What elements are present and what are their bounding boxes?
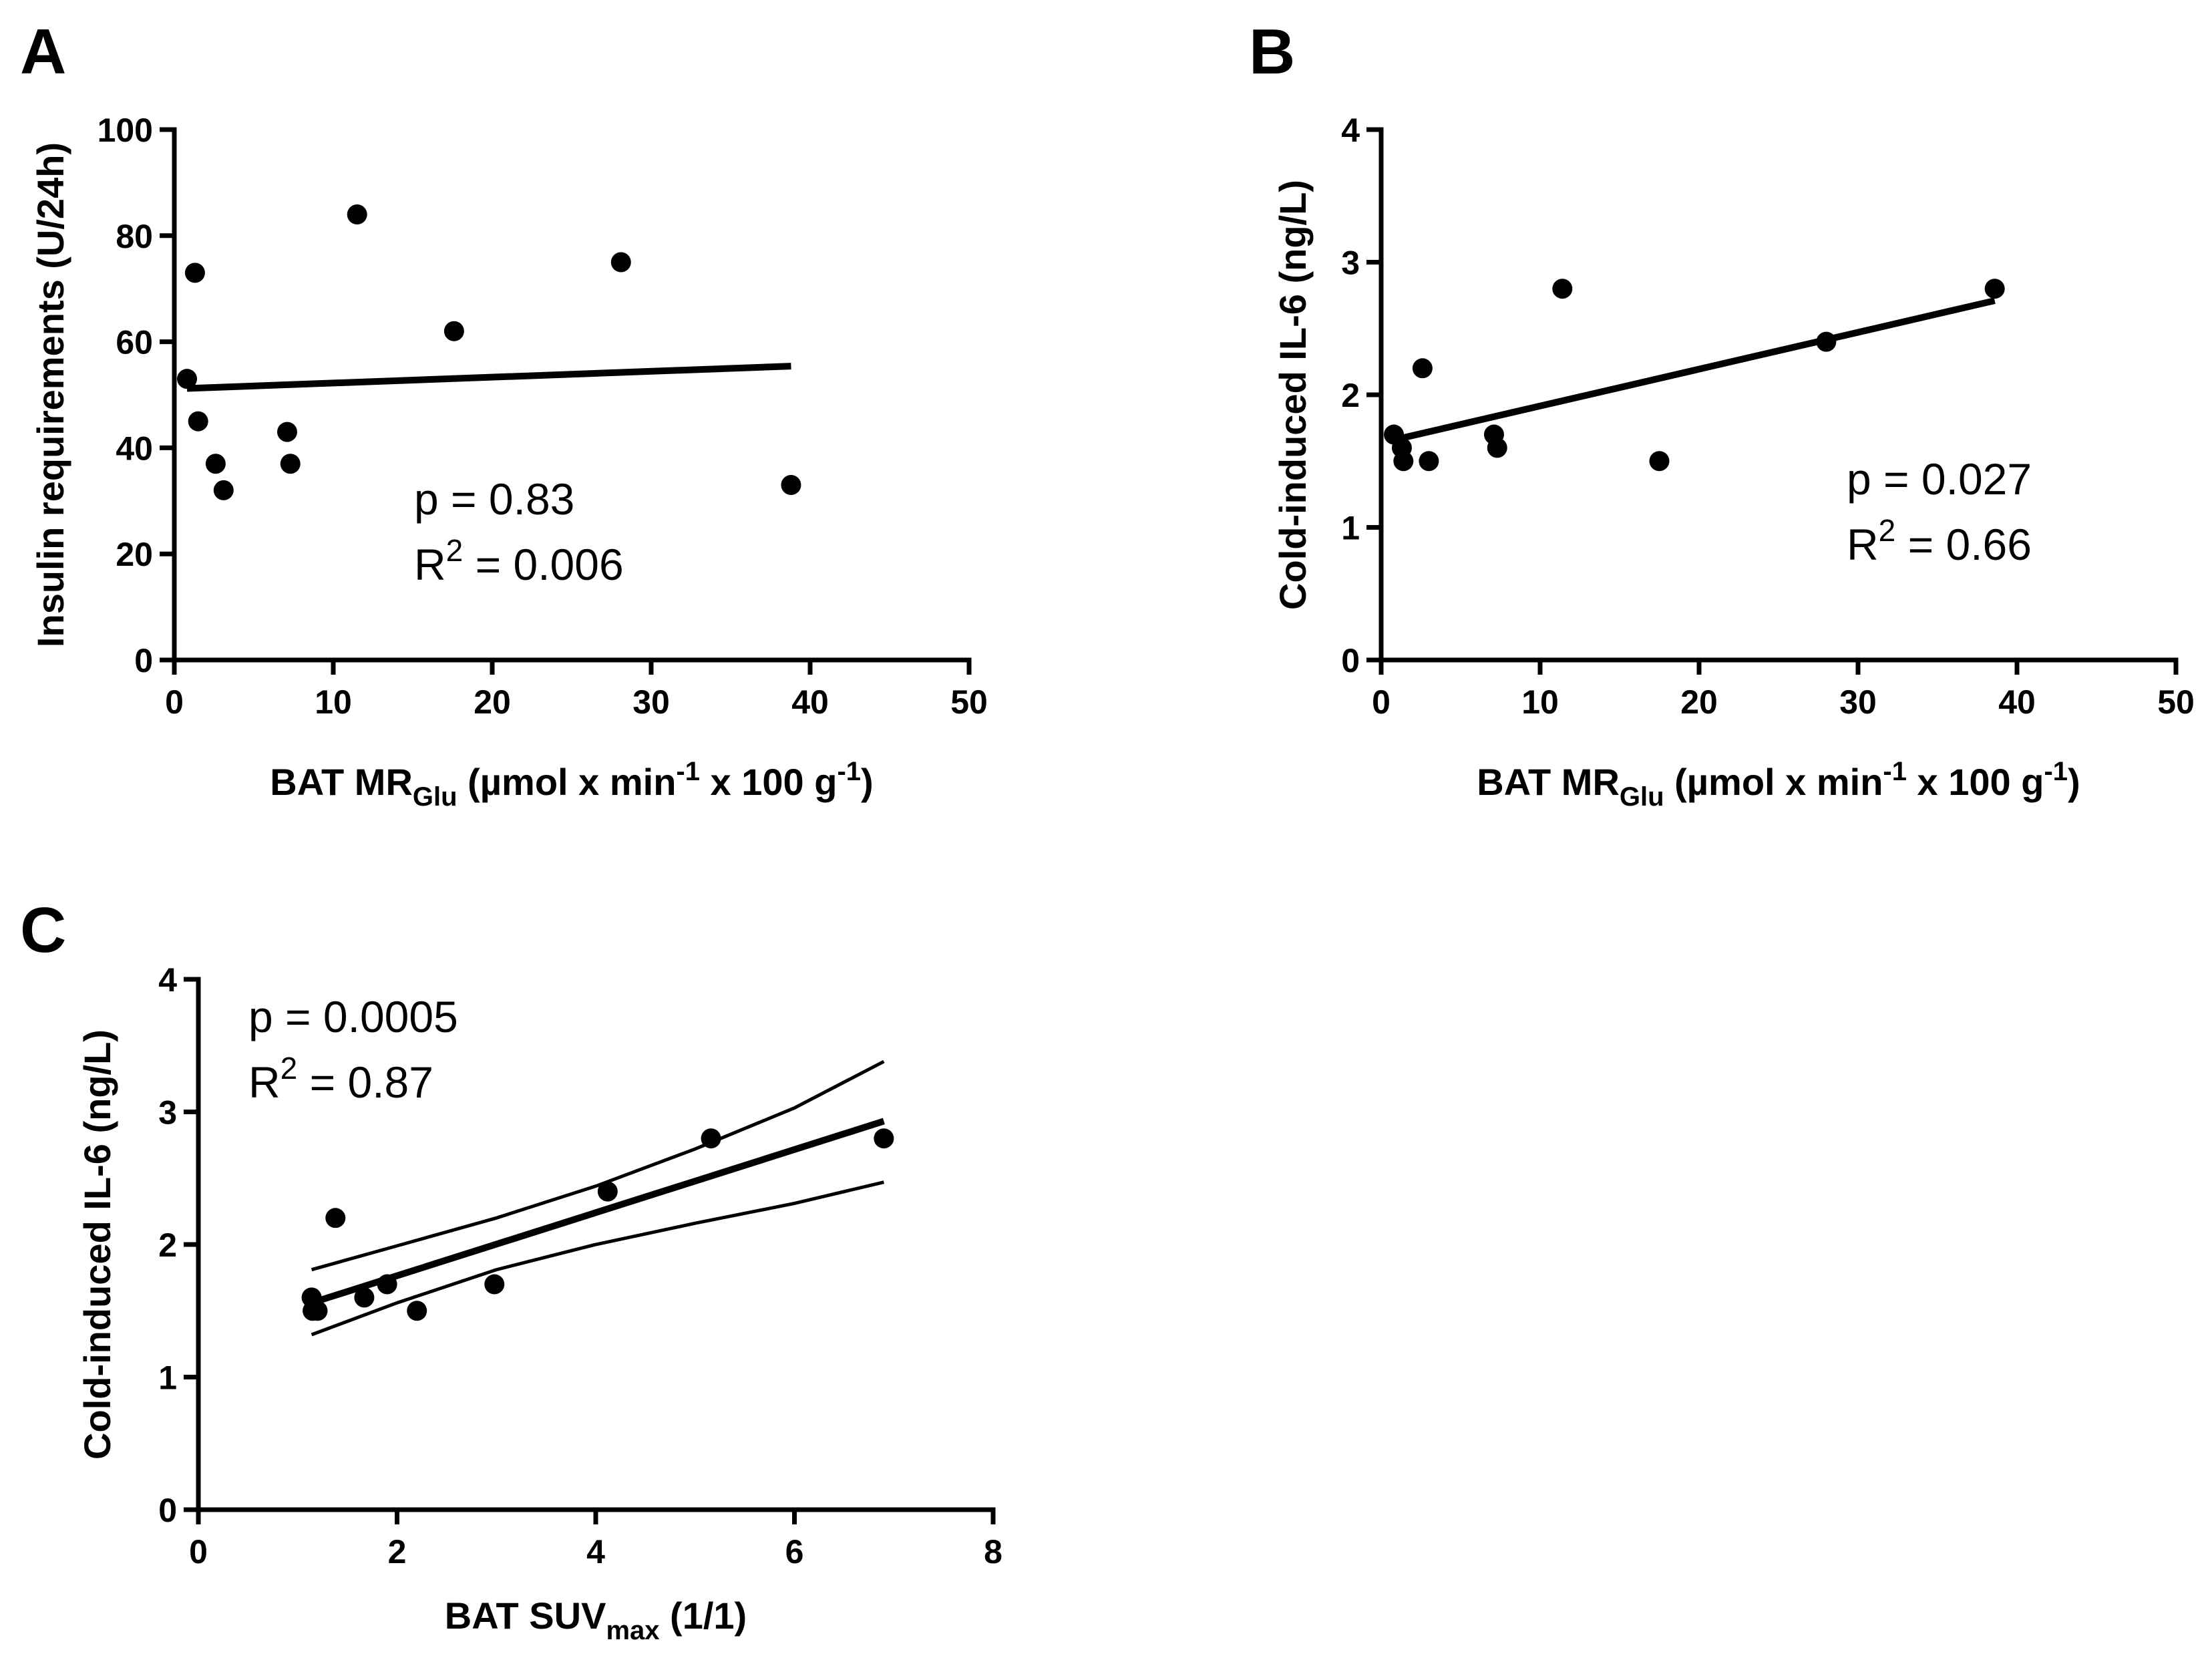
data-point [701,1128,721,1149]
data-point [205,454,226,474]
data-point [1393,451,1414,472]
regression-line [1393,297,1996,444]
r-squared-text: R2 = 0.66 [1847,513,2032,569]
x-tick-label: 20 [1680,683,1718,721]
data-point [484,1274,505,1295]
data-point [874,1128,894,1149]
panel-b: B 0 10 20 30 40 50 0 1 2 3 4 Cold-induced IL-6 (ng/L… [1249,16,2195,812]
panel-a: A 0 10 20 30 40 50 0 20 40 60 80 100 Insulin requirem… [20,16,988,812]
data-point [597,1181,618,1202]
x-tick-label: 2 [388,1533,407,1570]
data-point [184,263,205,283]
y-tick-label: 0 [1341,642,1360,679]
data-point [177,369,198,389]
p-value-text: p = 0.0005 [248,992,458,1041]
y-axis-title: Insulin requirements (U/24h) [29,142,71,647]
data-point [280,454,301,474]
data-point [610,252,631,273]
panel-label: B [1249,16,1295,88]
y-tick-label: 2 [1341,377,1360,414]
y-tick-label: 4 [158,961,177,999]
data-point [1552,279,1573,299]
x-axis-title: BAT MRGlu (µmol x min-1 x 100 g-1) [1477,757,2080,812]
data-point [1487,438,1507,458]
x-tick-label: 0 [189,1533,208,1570]
x-axis-title: BAT MRGlu (µmol x min-1 x 100 g-1) [270,757,873,812]
y-axis-title: Cold-induced IL-6 (ng/L) [1272,180,1314,610]
x-tick-label: 8 [984,1533,1002,1570]
data-point [347,204,367,225]
x-tick-label: 40 [1998,683,2036,721]
y-tick-label: 1 [1341,510,1360,547]
x-tick-label: 50 [950,683,988,721]
data-point [377,1274,397,1295]
x-tick-label: 10 [315,683,352,721]
y-tick-label: 3 [1341,244,1360,282]
x-axis-title: BAT SUVmax (1/1) [445,1595,747,1645]
r-squared-text: R2 = 0.006 [414,533,624,589]
data-point [354,1287,375,1308]
y-tick-label: 2 [158,1226,177,1264]
y-tick-label: 100 [98,112,153,149]
data-point [325,1208,346,1228]
y-tick-label: 0 [134,642,153,679]
y-tick-label: 20 [116,536,153,573]
regression-line [311,1118,885,1307]
x-tick-label: 40 [791,683,829,721]
y-tick-label: 3 [158,1094,177,1132]
y-tick-label: 40 [116,430,153,467]
panel-label: A [20,16,66,88]
regression-line [186,363,791,392]
data-point [307,1301,328,1321]
data-point [1419,451,1439,472]
confidence-band-lower [311,1180,884,1337]
y-tick-label: 0 [158,1492,177,1529]
data-point [1816,331,1837,352]
y-tick-label: 80 [116,218,153,255]
data-point [781,474,801,495]
r-squared-text: R2 = 0.87 [248,1051,433,1107]
y-tick-label: 4 [1341,112,1360,149]
p-value-text: p = 0.83 [414,474,574,524]
panel-label: C [20,894,66,966]
data-point [407,1301,427,1321]
data-point [276,422,297,442]
x-tick-label: 0 [1372,683,1391,721]
data-point [188,411,208,432]
x-tick-label: 30 [1839,683,1877,721]
data-point [1412,358,1433,379]
x-tick-label: 30 [632,683,670,721]
x-tick-label: 4 [586,1533,605,1570]
x-tick-label: 10 [1521,683,1559,721]
y-axis-title: Cold-induced IL-6 (ng/L) [76,1029,118,1460]
panel-c: C 0 2 4 6 8 0 1 2 3 4 Cold-induced IL-6 (ng/L) BAT S… [20,894,1002,1645]
x-tick-label: 50 [2157,683,2195,721]
data-point [443,321,464,341]
y-tick-label: 60 [116,324,153,361]
y-tick-label: 1 [158,1359,177,1397]
x-tick-label: 6 [785,1533,804,1570]
data-point [1984,279,2005,299]
data-point [1649,451,1670,472]
confidence-band-upper [311,1059,885,1272]
p-value-text: p = 0.027 [1847,454,2032,504]
x-tick-label: 20 [474,683,511,721]
x-tick-label: 0 [165,683,184,721]
data-point [213,480,234,500]
